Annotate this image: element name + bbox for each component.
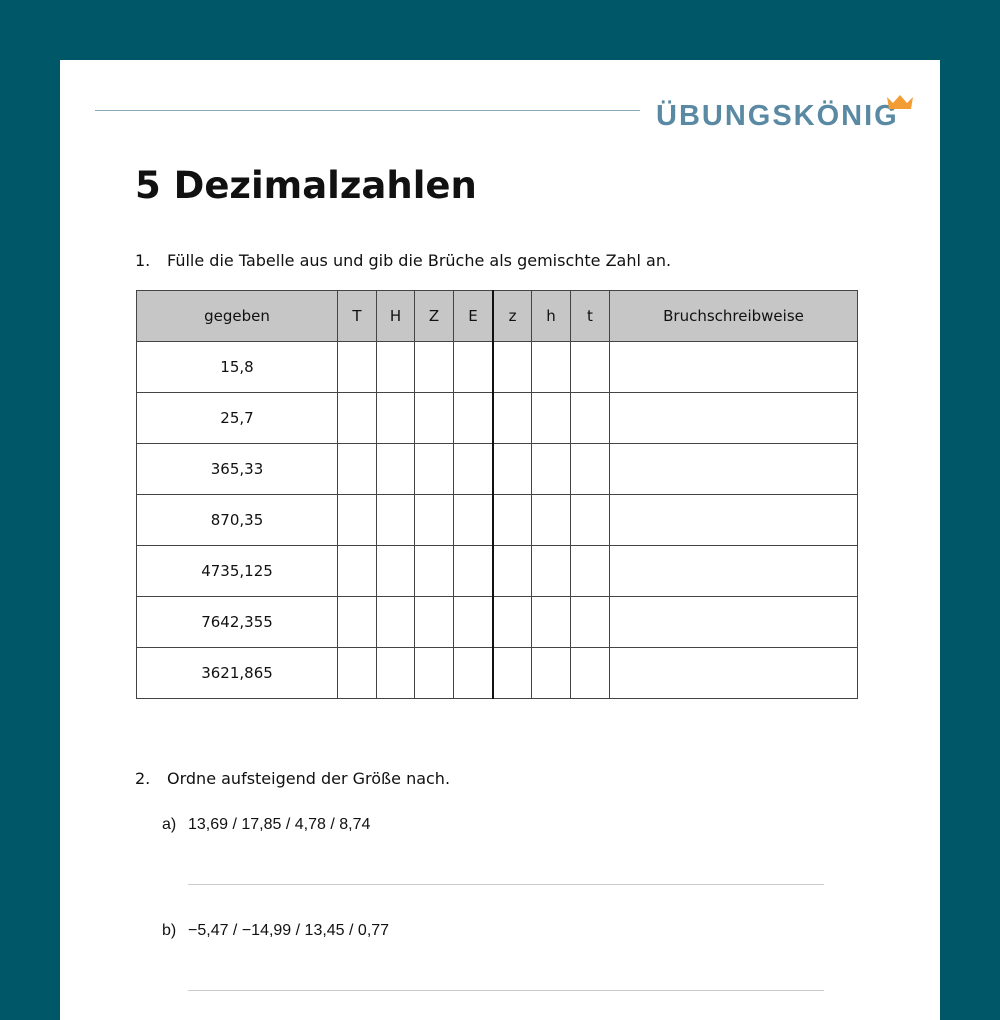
- answer-cell[interactable]: [531, 341, 571, 393]
- answer-cell[interactable]: [453, 494, 494, 546]
- table-row: 870,35: [136, 494, 858, 546]
- answer-cell[interactable]: [414, 392, 454, 444]
- answer-cell[interactable]: [337, 647, 377, 699]
- answer-cell[interactable]: [609, 596, 858, 648]
- answer-cell[interactable]: [376, 647, 415, 699]
- table-row: 3621,865: [136, 647, 858, 699]
- given-value: 4735,125: [136, 545, 338, 597]
- table-row: 15,8: [136, 341, 858, 393]
- column-header: h: [531, 290, 571, 342]
- table-row: 7642,355: [136, 596, 858, 648]
- answer-cell[interactable]: [376, 494, 415, 546]
- answer-cell[interactable]: [376, 443, 415, 495]
- answer-cell[interactable]: [609, 392, 858, 444]
- answer-line-b[interactable]: [188, 990, 824, 991]
- answer-cell[interactable]: [531, 545, 571, 597]
- answer-cell[interactable]: [570, 647, 610, 699]
- column-header: Bruchschreibweise: [609, 290, 858, 342]
- answer-cell[interactable]: [570, 494, 610, 546]
- answer-cell[interactable]: [414, 341, 454, 393]
- given-value: 25,7: [136, 392, 338, 444]
- answer-cell[interactable]: [492, 341, 532, 393]
- given-value: 870,35: [136, 494, 338, 546]
- answer-cell[interactable]: [337, 341, 377, 393]
- answer-cell[interactable]: [376, 596, 415, 648]
- answer-cell[interactable]: [570, 341, 610, 393]
- column-header: Z: [414, 290, 454, 342]
- task-number: 2.: [135, 769, 151, 788]
- column-header: z: [492, 290, 532, 342]
- answer-cell[interactable]: [531, 596, 571, 648]
- logo: ÜBUNGSKÖNIG: [656, 100, 899, 132]
- answer-cell[interactable]: [414, 647, 454, 699]
- answer-cell[interactable]: [453, 392, 494, 444]
- answer-cell[interactable]: [570, 392, 610, 444]
- answer-cell[interactable]: [609, 545, 858, 597]
- answer-cell[interactable]: [609, 341, 858, 393]
- page-title: 5 Dezimalzahlen: [135, 164, 477, 207]
- header-rule: [95, 110, 640, 111]
- answer-cell[interactable]: [337, 443, 377, 495]
- answer-cell[interactable]: [376, 341, 415, 393]
- answer-cell[interactable]: [492, 443, 532, 495]
- answer-cell[interactable]: [609, 647, 858, 699]
- column-header: t: [570, 290, 610, 342]
- answer-cell[interactable]: [337, 545, 377, 597]
- answer-line-a[interactable]: [188, 884, 824, 885]
- answer-cell[interactable]: [570, 545, 610, 597]
- answer-cell[interactable]: [570, 443, 610, 495]
- answer-cell[interactable]: [492, 494, 532, 546]
- given-value: 7642,355: [136, 596, 338, 648]
- given-value: 365,33: [136, 443, 338, 495]
- task-text: Ordne aufsteigend der Größe nach.: [167, 769, 451, 788]
- task-2b: b) −5,47 / −14,99 / 13,45 / 0,77: [162, 922, 389, 940]
- answer-cell[interactable]: [453, 647, 494, 699]
- task-2a: a) 13,69 / 17,85 / 4,78 / 8,74: [162, 816, 370, 834]
- answer-cell[interactable]: [337, 596, 377, 648]
- answer-cell[interactable]: [453, 341, 494, 393]
- answer-cell[interactable]: [531, 443, 571, 495]
- answer-cell[interactable]: [414, 596, 454, 648]
- answer-cell[interactable]: [492, 545, 532, 597]
- table-row: 365,33: [136, 443, 858, 495]
- answer-cell[interactable]: [376, 392, 415, 444]
- item-text: 13,69 / 17,85 / 4,78 / 8,74: [188, 816, 371, 833]
- answer-cell[interactable]: [492, 596, 532, 648]
- task-text: Fülle die Tabelle aus und gib die Brüche…: [167, 251, 672, 270]
- answer-cell[interactable]: [414, 443, 454, 495]
- task-1: 1. Fülle die Tabelle aus und gib die Brüc…: [135, 251, 671, 270]
- task-number: 1.: [135, 251, 151, 270]
- answer-cell[interactable]: [453, 443, 494, 495]
- item-text: −5,47 / −14,99 / 13,45 / 0,77: [188, 922, 390, 939]
- answer-cell[interactable]: [337, 494, 377, 546]
- answer-cell[interactable]: [492, 392, 532, 444]
- column-header: H: [376, 290, 415, 342]
- given-value: 15,8: [136, 341, 338, 393]
- answer-cell[interactable]: [531, 392, 571, 444]
- answer-cell[interactable]: [609, 494, 858, 546]
- answer-cell[interactable]: [337, 392, 377, 444]
- task-2: 2. Ordne aufsteigend der Größe nach.: [135, 769, 450, 788]
- crown-icon: [887, 95, 913, 109]
- given-value: 3621,865: [136, 647, 338, 699]
- answer-cell[interactable]: [492, 647, 532, 699]
- answer-cell[interactable]: [570, 596, 610, 648]
- answer-cell[interactable]: [531, 494, 571, 546]
- worksheet-page: ÜBUNGSKÖNIG 5 Dezimalzahlen 1. Fülle die …: [60, 60, 940, 1020]
- answer-cell[interactable]: [453, 545, 494, 597]
- item-label: b): [162, 922, 177, 939]
- answer-cell[interactable]: [609, 443, 858, 495]
- answer-cell[interactable]: [453, 596, 494, 648]
- answer-cell[interactable]: [531, 647, 571, 699]
- table-row: 25,7: [136, 392, 858, 444]
- table-row: 4735,125: [136, 545, 858, 597]
- answer-cell[interactable]: [376, 545, 415, 597]
- column-header: gegeben: [136, 290, 338, 342]
- column-header: T: [337, 290, 377, 342]
- item-label: a): [162, 816, 177, 833]
- answer-cell[interactable]: [414, 494, 454, 546]
- answer-cell[interactable]: [414, 545, 454, 597]
- column-header: E: [453, 290, 494, 342]
